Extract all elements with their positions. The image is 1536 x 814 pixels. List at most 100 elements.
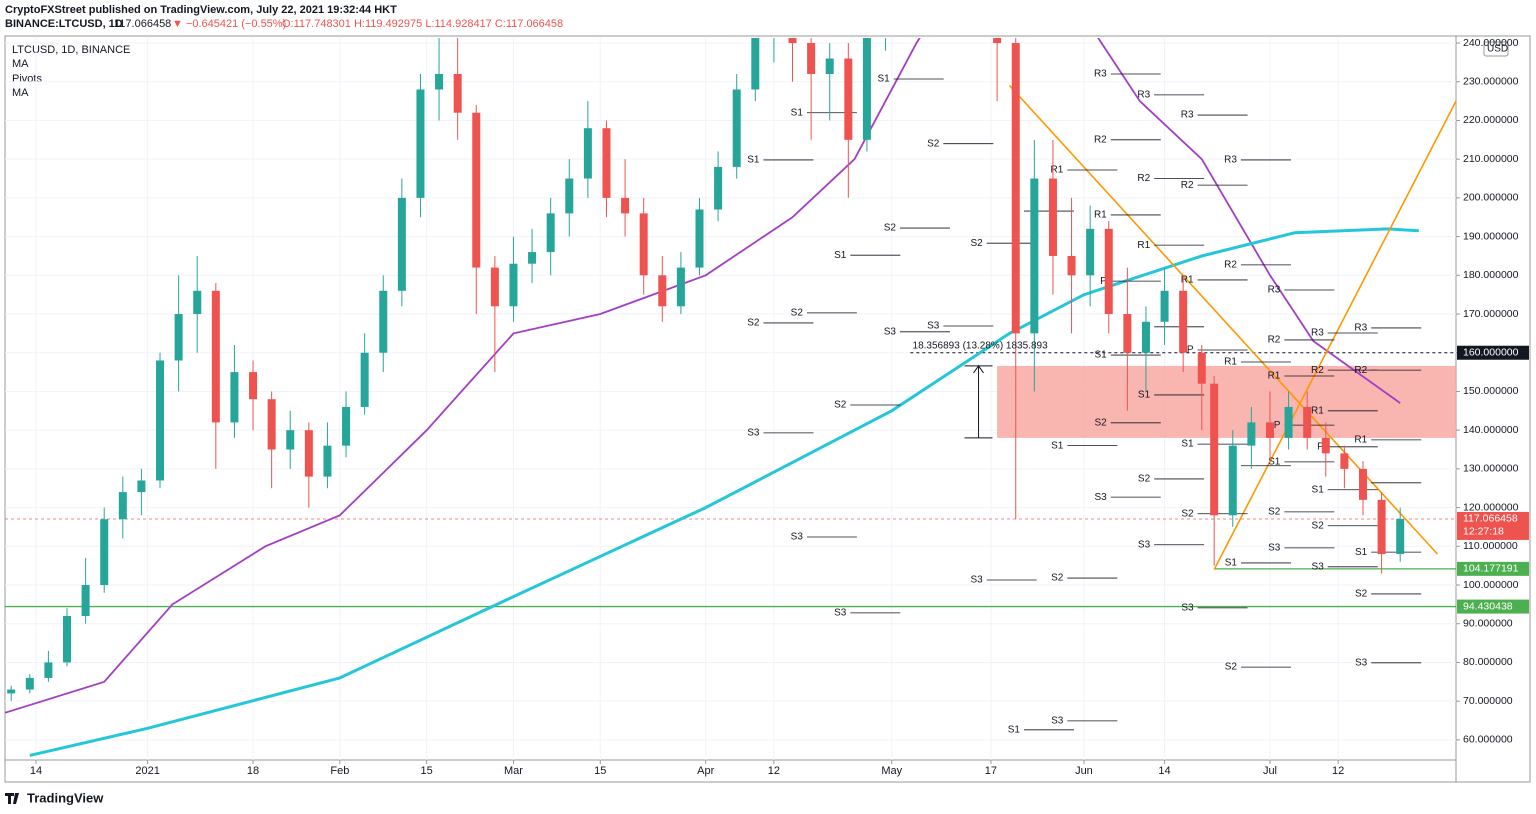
pivot-label: S3 <box>971 575 984 586</box>
candle-body <box>230 372 239 423</box>
pivot-label: S3 <box>791 532 804 543</box>
pivot-label: S2 <box>1225 662 1238 673</box>
candle-body <box>472 112 481 268</box>
price-label-box <box>1457 345 1529 360</box>
candle-body <box>695 209 704 268</box>
pivot-label: R3 <box>1137 90 1150 101</box>
change: ▼ −0.645421 (−0.55%) <box>172 18 286 30</box>
pivot-label: R3 <box>1268 285 1281 296</box>
pivot-label: S3 <box>747 428 760 439</box>
pivot-label: S2 <box>747 318 760 329</box>
pivot-label: S1 <box>834 250 847 261</box>
candle-body <box>25 677 34 690</box>
x-tick-label: Jun <box>1075 765 1093 777</box>
candle-body <box>1123 314 1132 353</box>
pivot-label: S1 <box>1138 390 1151 401</box>
pivot-label: R1 <box>1051 165 1064 176</box>
candle-body <box>1141 321 1150 353</box>
candle-body <box>397 197 406 291</box>
candle-body <box>751 38 760 90</box>
pivot-label: S2 <box>834 400 847 411</box>
y-tick-label: 70.000000 <box>1463 695 1513 707</box>
x-tick-label: 18 <box>247 765 259 777</box>
pivot-label: S1 <box>791 107 804 118</box>
y-tick-label: 190.000000 <box>1463 230 1519 242</box>
price-label: 94.430438 <box>1463 600 1513 612</box>
candle-body <box>862 38 871 140</box>
plot: S1 S1 S1 S2 R3 R3 R3 R3 R2 R2 R2 R2 R1 R1 R1 R1 R3 R2 R3 R3… <box>5 0 1456 757</box>
measure-text: 18.356893 (13.28%) 1835.893 <box>913 340 1049 351</box>
pivot-label: S1 <box>1008 724 1021 735</box>
x-tick-label: 12 <box>1332 765 1344 777</box>
pivot-label: S2 <box>791 308 804 319</box>
candle-body <box>825 58 834 75</box>
y-tick-label: 80.000000 <box>1463 656 1513 668</box>
candle-body <box>583 128 592 179</box>
price-label-box <box>1457 511 1529 540</box>
candle-body <box>602 128 611 198</box>
pivot-label: R1 <box>1224 357 1237 368</box>
pivot-label: S1 <box>747 155 760 166</box>
currency: USD <box>1487 44 1508 55</box>
x-tick-label: 14 <box>30 765 42 777</box>
y-tick-label: 230.000000 <box>1463 76 1519 88</box>
pivot-label: R1 <box>1181 275 1194 286</box>
y-tick-label: 100.000000 <box>1463 579 1519 591</box>
candle-body <box>342 406 351 446</box>
pivot-label: S1 <box>1095 350 1108 361</box>
pivot-label: S2 <box>884 223 897 234</box>
candle-body <box>1228 445 1237 516</box>
ohlc: O:117.748301 H:119.492975 L:114.928417 C… <box>282 18 563 30</box>
pivot-label: S1 <box>1268 457 1281 468</box>
candle-body <box>1210 383 1219 516</box>
pivot-label: S2 <box>1181 508 1194 519</box>
candle-body <box>1197 352 1206 384</box>
x-tick-label: 15 <box>594 765 606 777</box>
candle-body <box>1340 453 1349 469</box>
candle-body <box>882 0 890 35</box>
last-price: 117.066458 <box>114 18 171 30</box>
candle-body <box>528 252 537 264</box>
candle-body <box>993 38 1002 44</box>
y-tick-label: 200.000000 <box>1463 192 1519 204</box>
candle-body <box>1396 518 1405 555</box>
legend-ma: MA <box>12 87 29 99</box>
pivot-label: R1 <box>1137 240 1150 251</box>
candle-body <box>453 74 462 113</box>
pivot-label: S2 <box>1355 589 1368 600</box>
pivot-label: R1 <box>1094 210 1107 221</box>
pivot-label: S3 <box>1181 602 1194 613</box>
candle-body <box>81 585 90 616</box>
x-tick-label: 2021 <box>135 765 159 777</box>
candle-body <box>63 615 72 663</box>
candle-body <box>1265 422 1274 438</box>
candle-body <box>546 213 555 253</box>
currency-badge <box>1483 41 1509 57</box>
publisher: CryptoFXStreet published on TradingView.… <box>5 4 397 16</box>
legend-pivots: Pivots <box>12 73 42 85</box>
pivot-label: S2 <box>1312 520 1325 531</box>
y-tick-label: 220.000000 <box>1463 114 1519 126</box>
pivot-label: S1 <box>1225 558 1238 569</box>
candle-body <box>267 399 276 450</box>
y-tick-label: 90.000000 <box>1463 618 1513 630</box>
candle-body <box>1377 499 1386 555</box>
pivot-label: R3 <box>1181 110 1194 121</box>
x-tick-label: Mar <box>504 765 523 777</box>
y-tick-label: 150.000000 <box>1463 385 1519 397</box>
pivot-label: R3 <box>1224 155 1237 166</box>
candle-body <box>490 267 499 307</box>
y-tick-label: 120.000000 <box>1463 501 1519 513</box>
pivot-label: S2 <box>1268 506 1281 517</box>
candle-body <box>770 4 778 23</box>
pivot-label: S2 <box>1051 573 1064 584</box>
pivot-label: S3 <box>1095 492 1108 503</box>
pivot-label: S1 <box>1051 440 1064 451</box>
pivot-label: R1 <box>1354 434 1367 445</box>
candle-body <box>360 352 369 407</box>
candle-body <box>323 445 332 477</box>
y-tick-label: 140.000000 <box>1463 424 1519 436</box>
brand[interactable]: TradingView <box>27 790 104 805</box>
pivot-label: R2 <box>1224 259 1237 270</box>
price-label: 104.177191 <box>1463 563 1519 575</box>
